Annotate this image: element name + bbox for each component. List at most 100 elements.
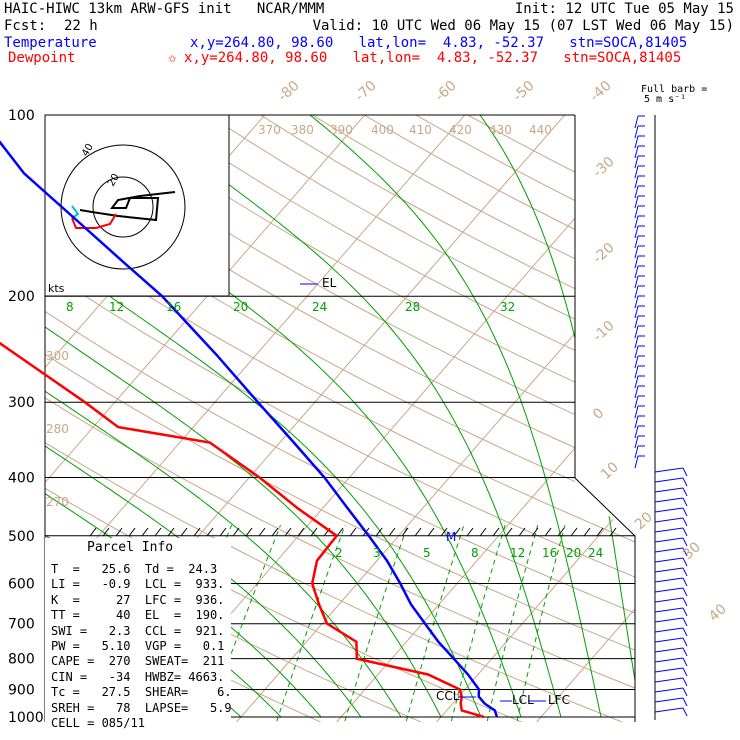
wind-barb (654, 607, 688, 617)
level-marker-lcl: LCL (512, 693, 534, 707)
wind-barb-staff (654, 527, 684, 533)
wind-barb-staff (634, 325, 639, 339)
wind-barb-staff (634, 365, 639, 379)
hatch-mark (180, 527, 188, 537)
wind-barb-flag (682, 647, 688, 657)
hatch-mark (479, 527, 487, 537)
hatch-mark (557, 527, 565, 537)
isotherm-label: -40 (587, 78, 615, 105)
wind-barb-staff (634, 165, 639, 179)
hatch-mark (349, 527, 357, 537)
hatch-mark (401, 527, 409, 537)
wind-barb-flag (682, 697, 688, 707)
hatch-mark (466, 527, 474, 537)
wind-barb-flag (682, 587, 688, 597)
legend-temperature-info: x,y=264.80, 98.60 lat,lon= 4.83, -52.37 … (190, 35, 688, 51)
wind-barb-staff (634, 395, 639, 409)
mixing-ratio-line (403, 524, 465, 722)
wind-barb (654, 487, 688, 497)
dewpoint-profile-line (0, 341, 485, 719)
hatch-mark (596, 527, 604, 537)
hatch-mark (102, 527, 110, 537)
wind-barb-staff (654, 707, 684, 713)
wind-barb-staff (634, 285, 639, 299)
wind-barb (634, 225, 645, 239)
wind-barb (654, 477, 688, 487)
pressure-label-100: 100 (8, 108, 35, 124)
wind-barb-staff (634, 265, 639, 279)
wind-barb-flag (682, 627, 688, 637)
hodograph-trace-red (71, 213, 117, 229)
wind-barb-flag (682, 657, 688, 667)
wind-barb (634, 175, 645, 189)
mixing-ratio-line (341, 524, 409, 722)
wind-barb-staff (634, 415, 639, 429)
wind-barb-staff (634, 205, 639, 219)
wind-barb (654, 547, 688, 557)
hatch-mark (115, 527, 123, 537)
wind-barb (654, 677, 688, 687)
wind-barb-staff (654, 647, 684, 653)
wind-barb-flag (682, 507, 688, 517)
parcel-info-row: T = 25.6 Td = 24.3 (51, 562, 218, 576)
mixing-ratio-label: 3 (373, 546, 381, 560)
wind-barb-staff (634, 235, 639, 249)
dry-adiabat-line (260, 115, 635, 722)
parcel-info-row: K = 27 LFC = 936. (51, 592, 225, 607)
wind-barb (634, 295, 645, 309)
pressure-label-1000: 1000 (8, 710, 44, 726)
isotherm-label: 40 (706, 601, 730, 625)
wind-barb (634, 425, 645, 439)
wind-barb-staff (654, 697, 684, 703)
wind-barb-staff (634, 215, 639, 229)
wind-barb-flag (682, 567, 688, 577)
header-valid-time: Valid: 10 UTC Wed 06 May 15 (07 LST Wed … (312, 18, 734, 34)
wind-barb (654, 527, 688, 537)
wind-barb (634, 115, 645, 129)
dry-adiabat-line (53, 115, 635, 722)
hatch-mark (453, 527, 461, 537)
hodograph-unit-label: kts (48, 282, 65, 295)
wind-barb-flag (682, 687, 688, 697)
parcel-info-panel: Parcel Info T = 25.6 Td = 24.3 LI = -0.9 … (45, 538, 232, 730)
wind-barb (634, 375, 645, 389)
theta-label: 370 (258, 123, 281, 137)
dry-adiabat-line (45, 115, 635, 722)
wind-barb (634, 155, 645, 169)
hatch-mark (427, 527, 435, 537)
wind-barb-staff (654, 687, 684, 693)
parcel-info-row: PW = 5.10 VGP = 0.1 (51, 639, 225, 653)
hatch-mark (271, 527, 279, 537)
wind-barb-staff (634, 315, 639, 329)
legend-dewpoint-marker: ✩ (168, 50, 177, 66)
wind-barb (634, 325, 645, 339)
header-fcst-value: 22 h (64, 18, 98, 34)
pressure-label-300: 300 (8, 395, 35, 411)
wind-barb (634, 435, 645, 449)
isotherm-label: -70 (352, 78, 380, 105)
moist-adiabat-line (309, 115, 602, 718)
hatch-mark (310, 527, 318, 537)
wind-barb-staff (634, 425, 639, 439)
hatch-mark (570, 527, 578, 537)
hatch-mark (219, 527, 227, 537)
isotherm-label: -80 (275, 78, 303, 105)
barb-legend-line2: 5 m s⁻¹ (644, 94, 687, 105)
pressure-label-400: 400 (8, 470, 35, 486)
hatch-mark (89, 527, 97, 537)
wind-barb-staff (634, 175, 639, 189)
moist-adiabat-line (134, 115, 562, 718)
pressure-label-700: 700 (8, 617, 35, 633)
mixing-ratio-line (448, 524, 506, 722)
wind-barb (634, 195, 645, 209)
wind-barb-staff (634, 305, 639, 319)
wind-barb (634, 145, 645, 159)
wind-barb (634, 455, 645, 469)
wind-barb (634, 345, 645, 359)
isotherm-label: 0 (590, 405, 607, 423)
hatch-mark (544, 527, 552, 537)
hodograph-ring-inner (92, 176, 154, 238)
wind-barb-staff (634, 435, 639, 449)
wind-barb-staff (654, 517, 684, 523)
wind-barb-flag (682, 637, 688, 647)
